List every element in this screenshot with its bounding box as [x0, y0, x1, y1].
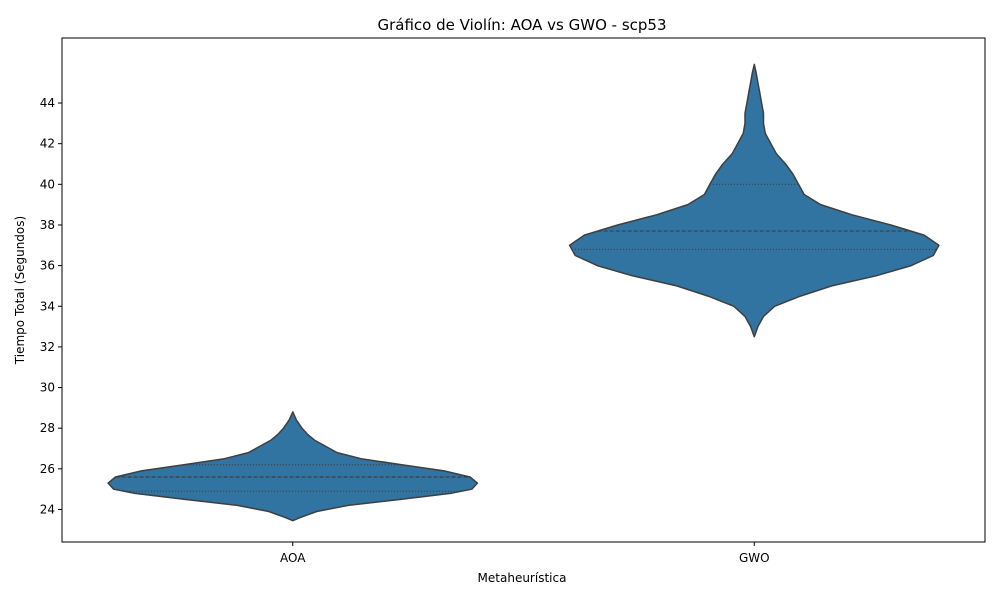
y-tick-label: 28	[40, 421, 55, 435]
y-tick-label: 40	[40, 177, 55, 191]
x-axis: AOA GWO	[280, 542, 770, 565]
y-tick-label: 24	[40, 502, 55, 516]
y-tick-label: 44	[40, 96, 55, 110]
chart-title: Gráfico de Violín: AOA vs GWO - scp53	[378, 16, 667, 34]
x-axis-label: Metaheurística	[478, 571, 567, 585]
y-tick-label: 32	[40, 340, 55, 354]
y-tick-label: 42	[40, 137, 55, 151]
x-tick-label: GWO	[739, 551, 770, 565]
violin-gwo	[568, 63, 940, 338]
y-axis: 24 26 28 30 32 34 36 38 40 42 44	[40, 96, 62, 516]
plot-area	[107, 63, 940, 522]
y-tick-label: 36	[40, 259, 55, 273]
y-tick-label: 34	[40, 299, 55, 313]
violin-aoa	[107, 411, 479, 522]
y-tick-label: 30	[40, 381, 55, 395]
x-tick-label: AOA	[280, 551, 306, 565]
y-tick-label: 38	[40, 218, 55, 232]
plot-frame	[61, 37, 986, 543]
y-axis-label: Tiempo Total (Segundos)	[13, 216, 27, 365]
y-tick-label: 26	[40, 462, 55, 476]
